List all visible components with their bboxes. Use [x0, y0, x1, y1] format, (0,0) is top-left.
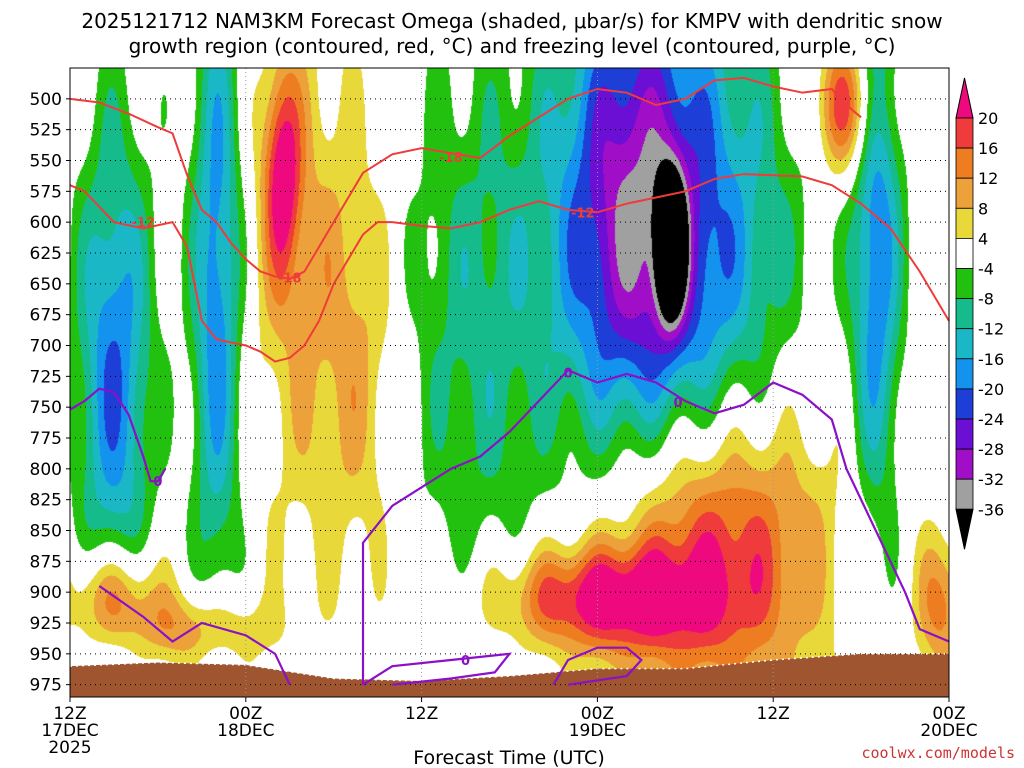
x-tick-label: 18DEC [217, 721, 274, 741]
x-tick-label: 19DEC [569, 721, 626, 741]
colorbar-bin [955, 207, 974, 239]
freezing-label: 0 [564, 367, 573, 382]
colorbar-bin [955, 418, 974, 450]
colorbar-bin [955, 117, 974, 149]
y-tick-label: 825 [30, 491, 62, 511]
colorbar-label: -24 [978, 410, 1004, 429]
colorbar-label: 20 [978, 109, 998, 128]
y-tick-label: 650 [30, 275, 62, 295]
y-tick-label: 875 [30, 552, 62, 572]
y-tick-label: 950 [30, 645, 62, 665]
y-tick-label: 500 [30, 90, 62, 110]
omega-shading [70, 68, 949, 697]
freezing-label: 0 [673, 396, 682, 411]
colorbar-label: -28 [978, 440, 1004, 459]
colorbar-label: 8 [978, 199, 988, 218]
colorbar-bin [955, 388, 974, 420]
colorbar-bin [955, 298, 974, 330]
y-tick-label: 750 [30, 398, 62, 418]
dgz-contour--18 [69, 76, 862, 280]
x-tick-label: 12Z [405, 704, 438, 724]
colorbar-bin [955, 237, 974, 269]
credit-link[interactable]: coolwx.com/models [861, 744, 1015, 762]
x-tick-label: 12Z [53, 704, 86, 724]
y-tick-label: 800 [30, 460, 62, 480]
x-tick-label: 2025 [48, 738, 91, 758]
x-axis-title: Forecast Time (UTC) [413, 747, 604, 768]
dendritic-growth-contours: -12 -12 -18 -18 [69, 76, 950, 363]
y-tick-label: 600 [30, 213, 62, 233]
dgz-contour--12 [69, 173, 950, 363]
x-tick-label: 00Z [229, 704, 262, 724]
colorbar-label: -32 [978, 470, 1004, 489]
colorbar-label: -16 [978, 350, 1004, 369]
x-tick-label: 12Z [757, 704, 790, 724]
y-tick-label: 700 [30, 337, 62, 357]
chart-title-line2: growth region (contoured, red, °C) and f… [129, 34, 896, 58]
dgz-label: -12 [132, 216, 156, 231]
freezing-label: 0 [153, 475, 162, 490]
freezing-contour [362, 652, 512, 686]
freezing-contour [69, 387, 167, 483]
x-tick-label: 00Z [932, 704, 965, 724]
colorbar-bin [955, 328, 974, 360]
colorbar-label: -4 [978, 260, 994, 279]
colorbar-bin [955, 358, 974, 390]
freezing-label: 0 [461, 654, 470, 669]
dgz-label: -18 [439, 151, 463, 166]
colorbar-bin [955, 147, 974, 179]
colorbar-label: -8 [978, 290, 994, 309]
colorbar-label: -12 [978, 320, 1004, 339]
y-tick-label: 775 [30, 429, 62, 449]
colorbar-label: 4 [978, 229, 988, 248]
terrain-fill [69, 653, 949, 697]
y-tick-label: 525 [30, 121, 62, 141]
colorbar: 20 16 12 8 4 -4 -8 -12 -16 -20 -24 -28 -32 -36 [955, 77, 1004, 550]
colorbar-label: -20 [978, 380, 1004, 399]
y-tick-label: 850 [30, 522, 62, 542]
colorbar-label: 12 [978, 169, 998, 188]
freezing-contour [552, 646, 643, 686]
y-tick-label: 625 [30, 244, 62, 264]
freezing-level-contours: 0 0 0 0 [69, 367, 950, 686]
x-tick-label: 20DEC [920, 721, 977, 741]
chart-title-line1: 2025121712 NAM3KM Forecast Omega (shaded… [81, 9, 942, 33]
colorbar-bottom-triangle [955, 508, 974, 550]
y-tick-label: 925 [30, 614, 62, 634]
dgz-label: -18 [278, 272, 302, 287]
x-tick-label: 00Z [581, 704, 614, 724]
gridlines [70, 68, 949, 697]
x-tick-label: 17DEC [41, 721, 98, 741]
y-tick-label: 900 [30, 583, 62, 603]
y-tick-label: 725 [30, 367, 62, 387]
plot-frame [69, 67, 950, 698]
colorbar-bin [955, 478, 974, 510]
freezing-contour [98, 585, 291, 686]
colorbar-bin [955, 268, 974, 300]
dgz-label: -12 [571, 206, 595, 221]
colorbar-label: 16 [978, 139, 998, 158]
colorbar-bin [955, 448, 974, 480]
colorbar-label: -36 [978, 500, 1004, 519]
y-tick-label: 675 [30, 306, 62, 326]
y-tick-label: 975 [30, 676, 62, 696]
freezing-contour [361, 368, 950, 685]
y-tick-label: 575 [30, 182, 62, 202]
y-axis-ticks: 500 525 550 575 600 625 650 675 700 725 750 775 800 8… [30, 90, 70, 696]
colorbar-bin [955, 177, 974, 209]
y-tick-label: 550 [30, 152, 62, 172]
